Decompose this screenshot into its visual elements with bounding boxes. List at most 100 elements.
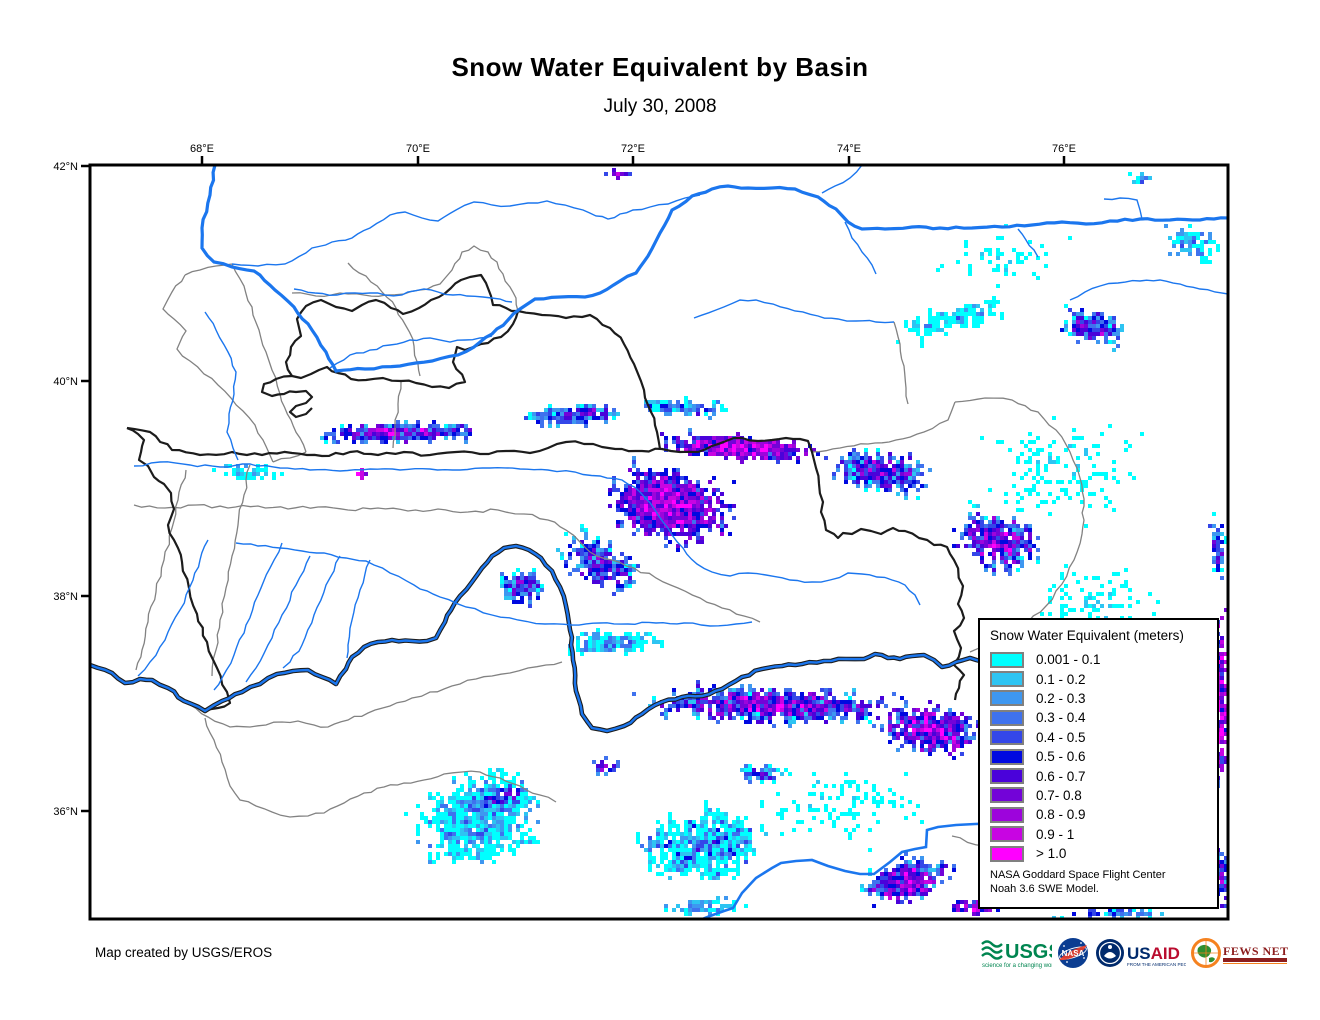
- legend-label: 0.5 - 0.6: [1036, 749, 1086, 765]
- legend-label: 0.8 - 0.9: [1036, 807, 1086, 823]
- snow-cluster: [500, 568, 544, 608]
- legend-label: 0.6 - 0.7: [1036, 768, 1086, 784]
- snow-cluster: [1128, 172, 1152, 184]
- fewsnet-logo-text: FEWS NET: [1223, 944, 1289, 958]
- nasa-logo: NASA: [1058, 938, 1088, 968]
- rivers-thin: [133, 166, 1227, 691]
- snow-cluster: [1208, 512, 1227, 580]
- graticule-ticks: 68°E 70°E 72°E 74°E 76°E 42°N 40°N 38°N 36°N: [53, 143, 1076, 818]
- longitude-tick-label: 72°E: [621, 143, 645, 155]
- legend-swatch: [990, 748, 1024, 765]
- legend-swatch: [990, 826, 1024, 843]
- legend-title: Snow Water Equivalent (meters): [990, 628, 1184, 643]
- legend-item: 0.8 - 0.9: [990, 805, 1211, 824]
- legend-label: 0.4 - 0.5: [1036, 729, 1086, 745]
- credit-text: Map created by USGS/EROS: [95, 945, 273, 960]
- usaid-tagline: FROM THE AMERICAN PEOPLE: [1127, 962, 1186, 967]
- nasa-orbit-icon: [1059, 946, 1087, 960]
- legend-label: 0.3 - 0.4: [1036, 710, 1086, 726]
- basin-boundary-line: [392, 380, 402, 449]
- longitude-tick-label: 70°E: [406, 143, 430, 155]
- legend-label: 0.7- 0.8: [1036, 787, 1082, 803]
- snow-cluster: [664, 896, 748, 916]
- latitude-tick-label: 42°N: [53, 161, 78, 173]
- legend-swatch: [990, 690, 1024, 707]
- legend-item: 0.4 - 0.5: [990, 728, 1211, 747]
- basin-boundary-line: [589, 551, 761, 623]
- legend-item: 0.6 - 0.7: [990, 766, 1211, 785]
- snow-cluster: [404, 768, 540, 864]
- legend-swatch: [990, 729, 1024, 746]
- map-layers: [91, 166, 1227, 918]
- nasa-logo-text: NASA: [1062, 949, 1085, 958]
- legend-swatch: [990, 787, 1024, 804]
- usgs-wave-icon: [981, 940, 1003, 960]
- logo-row: USGS science for a changing world NASA U…: [980, 933, 1288, 973]
- basin-boundary-line: [211, 464, 251, 677]
- fewsnet-bar: [1223, 958, 1287, 962]
- snow-cluster: [320, 420, 472, 444]
- snow-cluster: [968, 416, 1144, 528]
- basin-boundary-line: [893, 321, 909, 405]
- snow-cluster: [592, 756, 620, 776]
- river-thin: [844, 221, 877, 275]
- latitude-tick-label: 36°N: [53, 806, 78, 818]
- river-thin: [329, 335, 493, 369]
- legend-items: 0.001 - 0.1 0.1 - 0.2 0.2 - 0.3 0.3 - 0.4 0.…: [990, 650, 1211, 863]
- legend-item: 0.5 - 0.6: [990, 747, 1211, 766]
- legend-note-line2: Noah 3.6 SWE Model.: [990, 883, 1099, 896]
- snow-cluster: [636, 800, 768, 880]
- legend: Snow Water Equivalent (meters) 0.001 - 0…: [978, 618, 1219, 909]
- map-frame: [88, 163, 1230, 921]
- usaid-logo: USAID FROM THE AMERICAN PEOPLE: [1096, 939, 1186, 967]
- basin-boundary-line: [133, 504, 591, 553]
- legend-item: 0.001 - 0.1: [990, 650, 1211, 669]
- legend-item: 0.1 - 0.2: [990, 669, 1211, 688]
- river-thin: [282, 555, 341, 669]
- usgs-logo: USGS science for a changing world: [981, 940, 1052, 969]
- river-thin: [693, 299, 895, 324]
- legend-label: 0.1 - 0.2: [1036, 671, 1086, 687]
- river-syr-darya: [200, 166, 1227, 373]
- basin-boundary-line: [811, 401, 956, 453]
- legend-item: 0.2 - 0.3: [990, 689, 1211, 708]
- river-thin: [213, 542, 283, 691]
- snow-cluster: [952, 504, 1040, 576]
- usgs-logo-text: USGS: [1005, 941, 1052, 963]
- snow-cluster: [468, 780, 536, 816]
- legend-swatch: [990, 651, 1024, 668]
- basin-boundary-line: [204, 717, 557, 818]
- country-border-line: [126, 426, 966, 701]
- basin-boundary-line: [162, 274, 274, 463]
- basin-boundary-line: [135, 469, 187, 671]
- fewsnet-logo: FEWS NET: [1191, 938, 1289, 968]
- snow-cluster: [1052, 908, 1164, 918]
- snow-cluster: [896, 296, 1004, 348]
- river-thin: [231, 194, 701, 267]
- longitude-tick-label: 74°E: [837, 143, 861, 155]
- snow-cluster: [608, 456, 736, 552]
- river-thin: [346, 559, 371, 659]
- country-border-line: [260, 374, 314, 419]
- river-thin: [133, 461, 921, 606]
- usaid-logo-text: USAID: [1127, 944, 1180, 963]
- snow-cluster: [860, 852, 956, 908]
- snow-cluster: [740, 764, 784, 784]
- snow-cluster: [556, 524, 640, 596]
- latitude-tick-label: 38°N: [53, 591, 78, 603]
- fewsnet-rule: [1223, 963, 1287, 964]
- country-borders: [126, 273, 966, 713]
- snow-cluster: [524, 404, 620, 428]
- snow-cluster: [604, 168, 632, 180]
- basin-boundary-line: [183, 661, 563, 728]
- page-title: Snow Water Equivalent by Basin: [451, 52, 869, 82]
- legend-swatch: [990, 671, 1024, 688]
- snow-cluster: [760, 768, 924, 852]
- river-thin: [137, 539, 209, 677]
- nasa-swoosh-icon: [1059, 945, 1087, 961]
- snow-cluster: [568, 628, 664, 656]
- usgs-tagline: science for a changing world: [982, 963, 1052, 969]
- legend-note-line1: NASA Goddard Space Flight Center: [990, 869, 1166, 882]
- legend-swatch: [990, 768, 1024, 785]
